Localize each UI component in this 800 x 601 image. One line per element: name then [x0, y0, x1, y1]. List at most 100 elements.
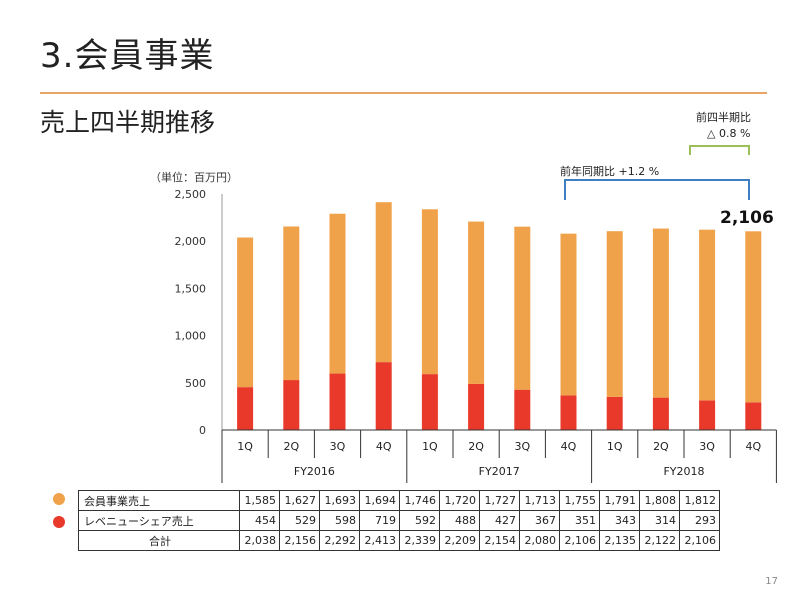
bars	[237, 202, 762, 430]
table-cell: 1,720	[439, 490, 480, 511]
bar-revenue-share	[375, 362, 392, 430]
y-tick-label: 500	[185, 377, 206, 390]
quarter-label: 3Q	[514, 440, 530, 453]
row-label: 会員事業売上	[78, 490, 240, 511]
table-cell: 2,038	[239, 530, 280, 551]
quarter-label: 2Q	[283, 440, 299, 453]
y-tick-label: 1,000	[175, 330, 207, 343]
quarter-label: 1Q	[607, 440, 623, 453]
legend-dot-revenue-share	[53, 516, 65, 528]
table-cell: 367	[519, 510, 560, 531]
quarter-label: 2Q	[468, 440, 484, 453]
bar-membership	[375, 202, 392, 363]
table-cell: 1,808	[639, 490, 680, 511]
unit-label: （単位：百万円）	[150, 171, 238, 184]
table-cell: 488	[439, 510, 480, 531]
table-cell: 1,812	[679, 490, 720, 511]
title-divider	[40, 92, 767, 94]
bar-revenue-share	[283, 380, 300, 430]
table-cell: 719	[359, 510, 400, 531]
table-cell: 1,727	[479, 490, 520, 511]
quarter-label: 2Q	[653, 440, 669, 453]
fiscal-year-label: FY2018	[663, 465, 704, 478]
table-cell: 1,694	[359, 490, 400, 511]
bar-revenue-share	[699, 400, 716, 430]
table-cell: 351	[559, 510, 600, 531]
table-cell: 1,713	[519, 490, 560, 511]
table-cell: 1,791	[599, 490, 640, 511]
table-cell: 2,122	[639, 530, 680, 551]
last-total-label: 2,106	[720, 208, 774, 228]
table-cell: 2,413	[359, 530, 400, 551]
table-cell: 598	[319, 510, 360, 531]
bar-membership	[283, 226, 300, 381]
table-cell: 314	[639, 510, 680, 531]
bar-membership	[514, 226, 531, 390]
table-row: 会員事業売上 1,585 1,627 1,693 1,694 1,746 1,720 1,72…	[78, 490, 720, 511]
row-label: 合計	[78, 530, 240, 551]
table-cell: 529	[279, 510, 320, 531]
bar-membership	[652, 228, 669, 398]
table-cell: 1,693	[319, 490, 360, 511]
quarter-label: 4Q	[376, 440, 392, 453]
fiscal-year-label: FY2017	[479, 465, 520, 478]
table-cell: 1,746	[399, 490, 440, 511]
bar-membership	[468, 221, 485, 384]
bar-revenue-share	[237, 387, 254, 430]
row-label: レベニューシェア売上	[78, 510, 240, 531]
bar-membership	[606, 231, 623, 397]
stacked-bar-chart: 0 500 1,000 1,500 2,000 2,500 1Q 2Q 3Q 4Q 1Q 2Q 3Q 4…	[175, 110, 777, 483]
annotations: 前年同期比 +1.2 % 前四半期比 △ 0.8 % 2,106	[560, 110, 774, 228]
quarter-label: 4Q	[745, 440, 761, 453]
bar-revenue-share	[329, 373, 346, 430]
slide-title: 3.会員事業	[40, 36, 215, 76]
table-cell: 293	[679, 510, 720, 531]
bar-membership	[699, 229, 716, 401]
bar-revenue-share	[652, 397, 669, 430]
bar-membership	[745, 231, 762, 403]
quarter-label: 1Q	[237, 440, 253, 453]
table-cell: 2,209	[439, 530, 480, 551]
table-cell: 592	[399, 510, 440, 531]
qoq-label-line1: 前四半期比	[696, 110, 751, 124]
quarter-label: 3Q	[699, 440, 715, 453]
page-number: 17	[765, 576, 778, 587]
table-row: 合計 2,038 2,156 2,292 2,413 2,339 2,209 2,154 2,0…	[78, 530, 720, 551]
table-cell: 2,135	[599, 530, 640, 551]
table-cell: 343	[599, 510, 640, 531]
bar-membership	[237, 237, 254, 388]
table-cell: 2,156	[279, 530, 320, 551]
table-cell: 1,585	[239, 490, 280, 511]
x-axis: 1Q 2Q 3Q 4Q 1Q 2Q 3Q 4Q 1Q 2Q 3Q 4Q FY2016 FY2017 FY20…	[221, 429, 777, 483]
yoy-label: 前年同期比 +1.2 %	[560, 164, 659, 178]
quarter-label: 1Q	[422, 440, 438, 453]
quarter-label: 3Q	[330, 440, 346, 453]
table-cell: 2,106	[559, 530, 600, 551]
bar-revenue-share	[514, 389, 531, 430]
y-axis: 0 500 1,000 1,500 2,000 2,500	[175, 188, 223, 437]
bar-revenue-share	[421, 374, 438, 430]
data-table: 会員事業売上 1,585 1,627 1,693 1,694 1,746 1,720 1,72…	[78, 490, 720, 551]
bar-membership	[560, 233, 577, 396]
table-row: レベニューシェア売上 454 529 598 719 592 488 427 367 351 343…	[78, 510, 720, 531]
bar-membership	[421, 209, 438, 375]
bar-revenue-share	[745, 402, 762, 430]
table-cell: 454	[239, 510, 280, 531]
table-cell: 2,292	[319, 530, 360, 551]
yoy-bracket	[564, 179, 750, 200]
bar-revenue-share	[468, 383, 485, 430]
bar-revenue-share	[560, 395, 577, 430]
table-cell: 427	[479, 510, 520, 531]
chart-subtitle: 売上四半期推移	[40, 108, 216, 137]
bar-membership	[329, 213, 346, 374]
y-tick-label: 2,500	[175, 188, 207, 201]
quarter-label: 4Q	[561, 440, 577, 453]
table-cell: 2,339	[399, 530, 440, 551]
y-tick-label: 0	[199, 424, 206, 437]
legend-dot-membership	[53, 493, 65, 505]
table-cell: 2,080	[519, 530, 560, 551]
table-cell: 1,627	[279, 490, 320, 511]
y-tick-label: 1,500	[175, 282, 207, 295]
fiscal-year-label: FY2016	[294, 465, 335, 478]
qoq-label-line2: △ 0.8 %	[707, 127, 750, 140]
